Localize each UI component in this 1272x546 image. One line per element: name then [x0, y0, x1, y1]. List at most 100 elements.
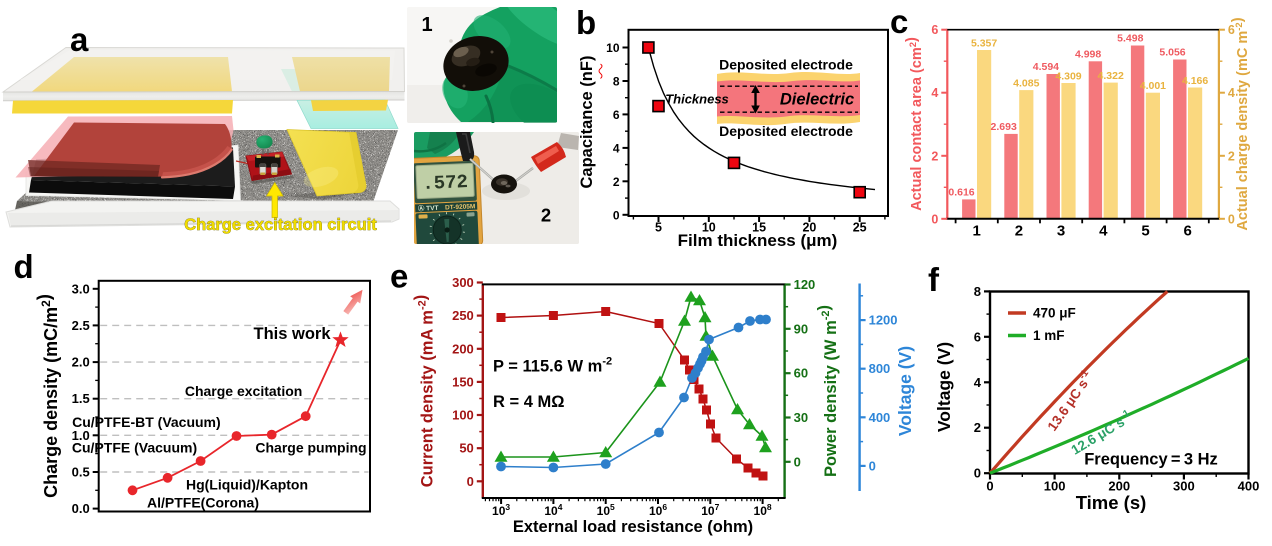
svg-text:90: 90	[794, 321, 808, 336]
svg-text:2: 2	[1015, 222, 1023, 239]
svg-text:400: 400	[869, 410, 891, 425]
svg-text:200: 200	[1108, 479, 1130, 494]
svg-text:Deposited electrode: Deposited electrode	[719, 57, 853, 73]
svg-text:2: 2	[613, 175, 620, 189]
svg-text:3: 3	[1057, 222, 1065, 239]
svg-text:0: 0	[613, 208, 620, 222]
svg-text:1 mF: 1 mF	[1033, 328, 1065, 343]
svg-text:Actual charge density (mC m-2): Actual charge density (mC m-2)	[1230, 17, 1251, 230]
svg-text:e: e	[390, 258, 408, 295]
svg-text:Actual contact area (cm2): Actual contact area (cm2)	[904, 37, 925, 211]
svg-text:DT-9205M: DT-9205M	[445, 203, 476, 211]
svg-text:Film thickness (μm): Film thickness (μm)	[678, 231, 838, 250]
svg-text:1.5: 1.5	[72, 391, 90, 406]
svg-text:Cu/PTFE (Vacuum): Cu/PTFE (Vacuum)	[72, 439, 197, 455]
svg-text:0: 0	[869, 458, 876, 473]
svg-text:0: 0	[986, 479, 993, 494]
svg-text:Ⓐ TVT: Ⓐ TVT	[418, 203, 439, 213]
svg-text:2.0: 2.0	[72, 355, 90, 370]
svg-text:2: 2	[931, 149, 938, 163]
svg-text:200: 200	[452, 341, 474, 356]
svg-text:2.5: 2.5	[72, 318, 90, 333]
svg-text:0: 0	[467, 474, 474, 489]
svg-text:Frequency = 3 Hz: Frequency = 3 Hz	[1084, 451, 1218, 469]
svg-text:4: 4	[1228, 86, 1235, 100]
svg-text:Time (s): Time (s)	[1076, 492, 1147, 513]
svg-text:Capacitance (nF): Capacitance (nF)	[578, 56, 596, 189]
svg-text:Charge pumping: Charge pumping	[255, 440, 366, 456]
svg-text:10: 10	[606, 41, 620, 55]
svg-text:b: b	[576, 4, 596, 41]
svg-text:Al/PTFE(Corona): Al/PTFE(Corona)	[147, 495, 259, 511]
svg-text:4.166: 4.166	[1182, 75, 1208, 87]
svg-text:Thickness: Thickness	[665, 92, 729, 107]
svg-text:6: 6	[1228, 23, 1235, 37]
svg-text:4.001: 4.001	[1140, 80, 1166, 92]
svg-text:25: 25	[853, 221, 867, 235]
svg-text:4: 4	[1099, 222, 1108, 239]
svg-text:4.322: 4.322	[1098, 70, 1124, 82]
svg-text:Cu/PTFE-BT (Vacuum): Cu/PTFE-BT (Vacuum)	[72, 414, 221, 430]
svg-text:300: 300	[452, 275, 474, 290]
svg-text:6: 6	[974, 329, 981, 344]
svg-text:Charge excitation circuit: Charge excitation circuit	[184, 216, 377, 234]
svg-text:20: 20	[802, 221, 816, 235]
svg-text:d: d	[14, 248, 34, 285]
svg-text:c: c	[890, 3, 908, 40]
svg-text:2: 2	[974, 420, 981, 435]
svg-text:Hg(Liquid)/Kapton: Hg(Liquid)/Kapton	[186, 477, 308, 493]
svg-text:2: 2	[1228, 149, 1235, 163]
svg-text:15: 15	[752, 221, 766, 235]
svg-text:4.998: 4.998	[1075, 48, 1101, 60]
svg-text:120: 120	[794, 277, 816, 292]
svg-text:0.616: 0.616	[948, 186, 974, 198]
svg-text:0.0: 0.0	[72, 501, 90, 516]
svg-text:Dielectric: Dielectric	[780, 91, 854, 109]
svg-text:4: 4	[931, 86, 938, 100]
svg-text:6: 6	[931, 23, 938, 37]
svg-text:60: 60	[794, 366, 808, 381]
svg-text:1200: 1200	[869, 313, 898, 328]
svg-text:a: a	[70, 21, 89, 58]
svg-text:1: 1	[973, 222, 981, 239]
svg-text:5.056: 5.056	[1159, 46, 1185, 58]
svg-text:P = 115.6 W m-2: P = 115.6 W m-2	[493, 356, 612, 376]
svg-text:4: 4	[974, 375, 982, 390]
svg-text:5.357: 5.357	[971, 37, 997, 49]
svg-text:50: 50	[459, 441, 473, 456]
svg-text:300: 300	[1173, 479, 1195, 494]
svg-text:Voltage (V): Voltage (V)	[934, 342, 954, 432]
svg-text:4: 4	[613, 141, 620, 155]
svg-text:800: 800	[869, 361, 891, 376]
svg-text:0: 0	[1228, 212, 1235, 226]
svg-text:.572: .572	[422, 171, 469, 195]
svg-text:Voltage (V): Voltage (V)	[895, 346, 915, 436]
svg-text:30: 30	[794, 410, 808, 425]
svg-text:4.085: 4.085	[1013, 78, 1039, 90]
svg-text:1: 1	[421, 14, 432, 36]
svg-text:5: 5	[1141, 222, 1149, 239]
svg-text:0: 0	[974, 466, 981, 481]
svg-text:1.0: 1.0	[72, 428, 90, 443]
svg-text:5.498: 5.498	[1117, 33, 1143, 45]
svg-text:100: 100	[452, 408, 474, 423]
svg-text:R = 4 MΩ: R = 4 MΩ	[493, 393, 564, 411]
svg-text:5: 5	[655, 221, 662, 235]
svg-text:6: 6	[613, 108, 620, 122]
svg-text:0: 0	[794, 454, 801, 469]
svg-text:250: 250	[452, 308, 474, 323]
svg-text:8: 8	[613, 74, 620, 88]
svg-text:4.309: 4.309	[1055, 70, 1081, 82]
svg-text:Deposited electrode: Deposited electrode	[719, 123, 853, 139]
svg-text:8: 8	[974, 284, 981, 299]
svg-text:Charge excitation: Charge excitation	[185, 383, 302, 399]
svg-text:f: f	[928, 261, 940, 298]
svg-text:10: 10	[702, 221, 716, 235]
svg-text:0: 0	[931, 212, 938, 226]
svg-text:470 μF: 470 μF	[1033, 306, 1076, 321]
svg-text:This work: This work	[253, 325, 331, 343]
svg-text:2: 2	[541, 205, 551, 226]
svg-text:External load resistance (ohm): External load resistance (ohm)	[513, 518, 753, 536]
svg-text:150: 150	[452, 374, 474, 389]
svg-text:3.0: 3.0	[72, 281, 90, 296]
